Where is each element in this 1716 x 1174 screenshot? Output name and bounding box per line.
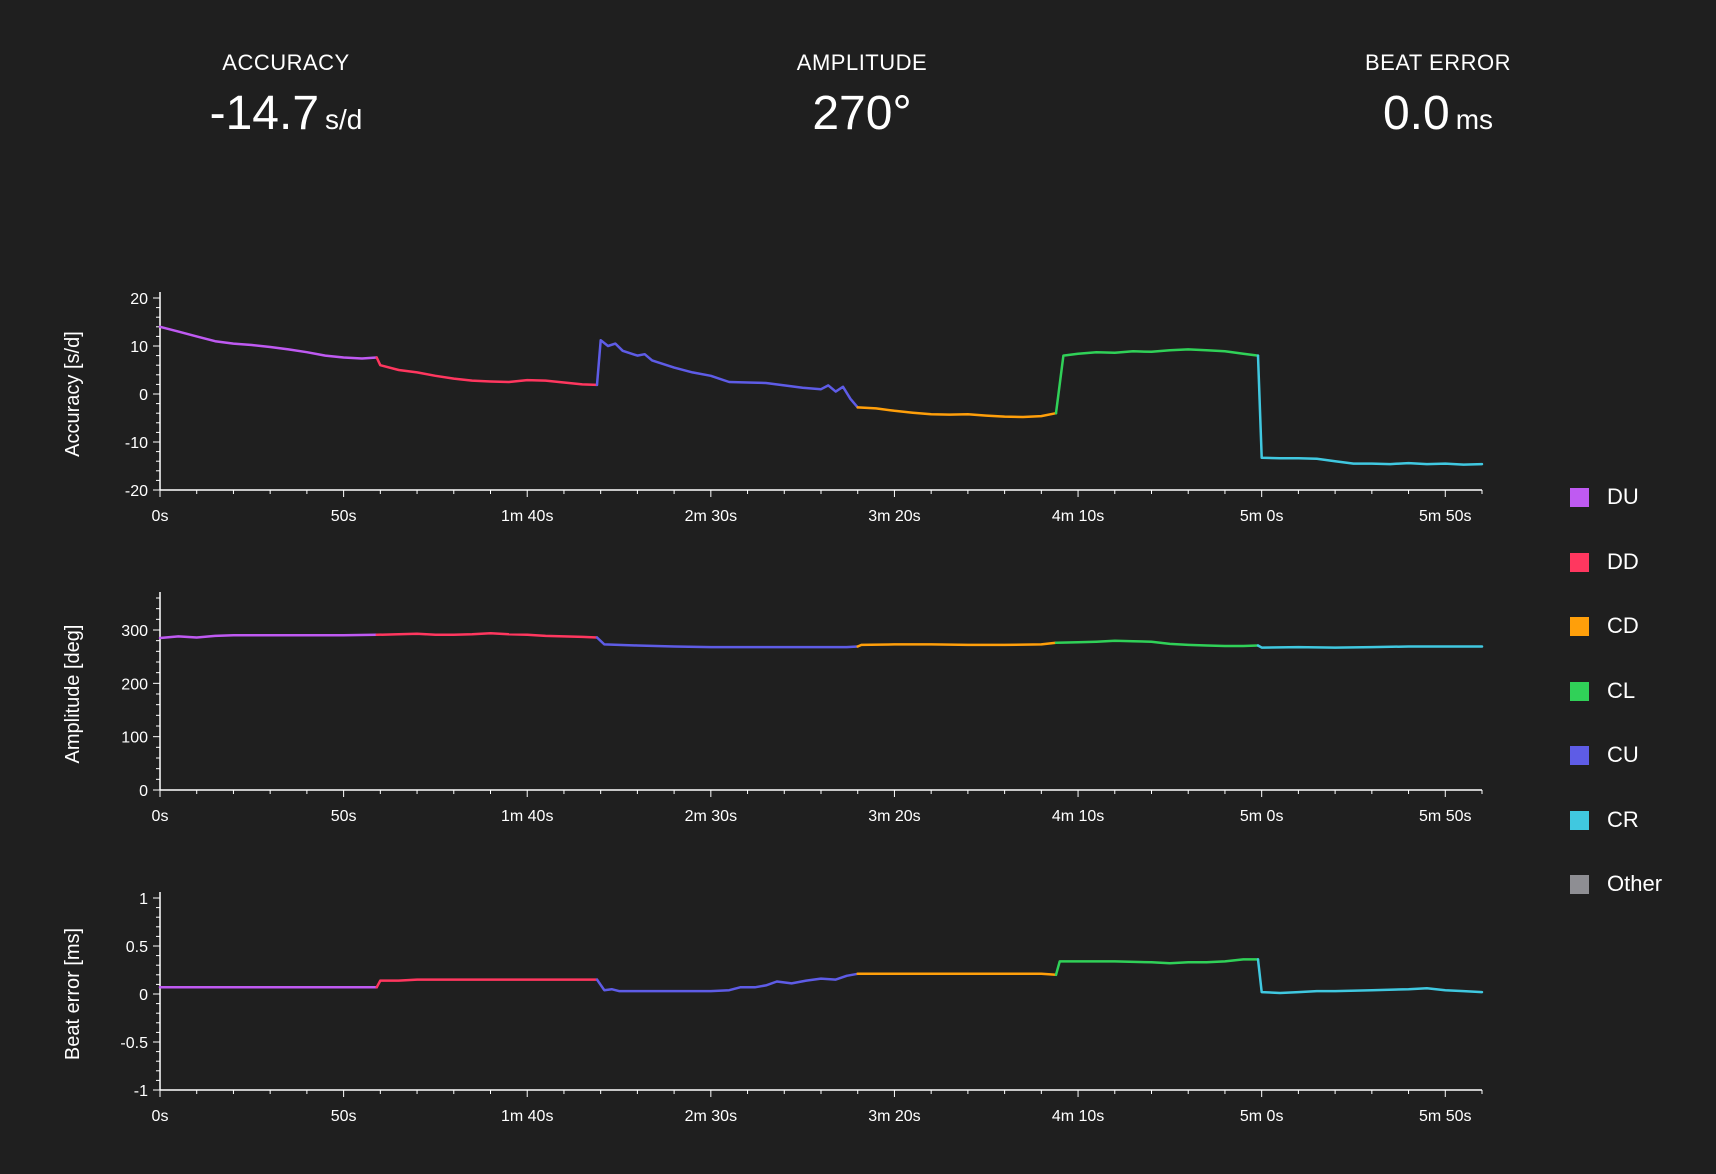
- legend-swatch: [1570, 875, 1589, 894]
- x-tick-label: 5m 0s: [1240, 1108, 1284, 1125]
- x-tick-label: 4m 10s: [1052, 808, 1104, 825]
- x-tick-label: 1m 40s: [501, 808, 553, 825]
- legend-swatch: [1570, 810, 1589, 830]
- y-tick-label: -20: [125, 483, 148, 500]
- series-line-du: [158, 325, 378, 360]
- series-line-dd: [375, 356, 599, 387]
- y-tick-label: 0.5: [126, 939, 148, 956]
- x-tick-label: 3m 20s: [868, 1108, 920, 1125]
- x-tick-label: 2m 30s: [685, 1108, 737, 1125]
- x-tick-label: 5m 0s: [1240, 508, 1284, 525]
- accuracy-value: -14.7: [209, 87, 320, 140]
- series-line-cu: [595, 972, 859, 993]
- amplitude-label: AMPLITUDE: [796, 50, 928, 75]
- beat-error-value-row: 0.0 ms: [1228, 86, 1648, 141]
- beat-error-label: BEAT ERROR: [1365, 50, 1511, 75]
- x-tick-label: 4m 10s: [1052, 1108, 1104, 1125]
- series-line-cl: [1054, 958, 1260, 977]
- legend-label: Other: [1607, 871, 1663, 896]
- legend-item-cd: CD: [1570, 614, 1710, 679]
- legend-swatch: [1570, 617, 1589, 636]
- series-line-cu: [595, 636, 859, 649]
- series-line-cr: [1256, 958, 1484, 995]
- series-line-cl: [1054, 348, 1260, 415]
- y-axis-title: Accuracy [s/d]: [62, 331, 84, 457]
- y-tick-label: 1: [139, 891, 148, 908]
- series-line-cd: [856, 972, 1058, 977]
- legend-swatch: [1570, 681, 1589, 701]
- amplitude-stat: AMPLITUDE 270°: [652, 50, 1072, 141]
- x-tick-label: 0s: [152, 808, 169, 825]
- legend-label: CD: [1607, 613, 1639, 638]
- y-tick-label: -0.5: [120, 1035, 148, 1052]
- x-tick-label: 3m 20s: [868, 808, 920, 825]
- y-tick-label: 0: [139, 783, 148, 800]
- x-tick-label: 2m 30s: [685, 808, 737, 825]
- y-tick-label: 200: [121, 676, 148, 693]
- accuracy-value-row: -14.7 s/d: [76, 86, 496, 141]
- x-tick-label: 5m 50s: [1419, 808, 1471, 825]
- legend-item-cr: CR: [1570, 806, 1710, 873]
- x-tick-label: 4m 10s: [1052, 508, 1104, 525]
- x-tick-label: 3m 20s: [868, 508, 920, 525]
- x-tick-label: 5m 0s: [1240, 808, 1284, 825]
- x-tick-label: 1m 40s: [501, 508, 553, 525]
- accuracy-stat: ACCURACY -14.7 s/d: [76, 50, 496, 141]
- beat-error-stat: BEAT ERROR 0.0 ms: [1228, 50, 1648, 141]
- x-tick-label: 5m 50s: [1419, 508, 1471, 525]
- y-tick-label: -1: [134, 1083, 148, 1100]
- beat-error-value: 0.0: [1382, 87, 1450, 140]
- x-tick-label: 2m 30s: [685, 508, 737, 525]
- legend-swatch: [1570, 488, 1589, 507]
- legend-item-other: Other: [1570, 872, 1710, 937]
- accuracy-label: ACCURACY: [222, 50, 350, 75]
- series-line-dd: [375, 978, 599, 989]
- y-tick-label: 0: [139, 987, 148, 1004]
- amplitude-value: 270°: [812, 87, 912, 140]
- series-line-cd: [856, 641, 1058, 648]
- series-line-cu: [595, 338, 859, 409]
- y-tick-label: 100: [121, 730, 148, 747]
- legend-label: CR: [1607, 806, 1639, 832]
- x-tick-label: 50s: [331, 1108, 357, 1125]
- series-line-cd: [856, 406, 1058, 419]
- x-tick-label: 0s: [152, 508, 169, 525]
- accuracy-unit: s/d: [325, 104, 363, 135]
- legend-label: DD: [1607, 548, 1639, 574]
- x-tick-label: 0s: [152, 1108, 169, 1125]
- legend-item-cl: CL: [1570, 677, 1710, 744]
- beat-error-chart: 0s 50s 1m 40s 2m 30s 3m 20s 4m 10s 5m 0s 5m 50s…: [62, 891, 1484, 1125]
- x-tick-label: 1m 40s: [501, 1108, 553, 1125]
- amplitude-value-row: 270°: [652, 86, 1072, 141]
- x-tick-label: 50s: [331, 808, 357, 825]
- y-axis-title: Beat error [ms]: [62, 928, 84, 1060]
- y-tick-label: 20: [130, 291, 148, 308]
- y-tick-label: 300: [121, 623, 148, 640]
- legend-swatch: [1570, 552, 1589, 572]
- series-line-cr: [1256, 644, 1484, 649]
- y-tick-label: -10: [125, 435, 148, 452]
- y-tick-label: 10: [130, 339, 148, 356]
- accuracy-chart: 0s 50s 1m 40s 2m 30s 3m 20s 4m 10s 5m 0s 5m 50s…: [62, 291, 1484, 525]
- series-line-dd: [375, 631, 599, 639]
- legend-label: CL: [1607, 677, 1636, 703]
- y-axis-title: Amplitude [deg]: [62, 625, 84, 764]
- x-tick-label: 5m 50s: [1419, 1108, 1471, 1125]
- series-line-cl: [1054, 639, 1260, 648]
- x-tick-label: 50s: [331, 508, 357, 525]
- legend-item-cu: CU: [1570, 743, 1710, 808]
- legend-item-du: DU: [1570, 485, 1710, 550]
- series-line-du: [158, 633, 378, 640]
- legend-label: CU: [1607, 742, 1639, 767]
- series-line-cr: [1256, 354, 1484, 466]
- y-tick-label: 0: [139, 387, 148, 404]
- legend-label: DU: [1607, 484, 1639, 509]
- legend-item-dd: DD: [1570, 548, 1710, 615]
- legend-swatch: [1570, 746, 1589, 765]
- amplitude-chart: 0s 50s 1m 40s 2m 30s 3m 20s 4m 10s 5m 0s 5m 50s…: [62, 592, 1484, 825]
- legend: DU DD CD CL CU CR Other: [1570, 485, 1710, 937]
- beat-error-unit: ms: [1455, 104, 1494, 135]
